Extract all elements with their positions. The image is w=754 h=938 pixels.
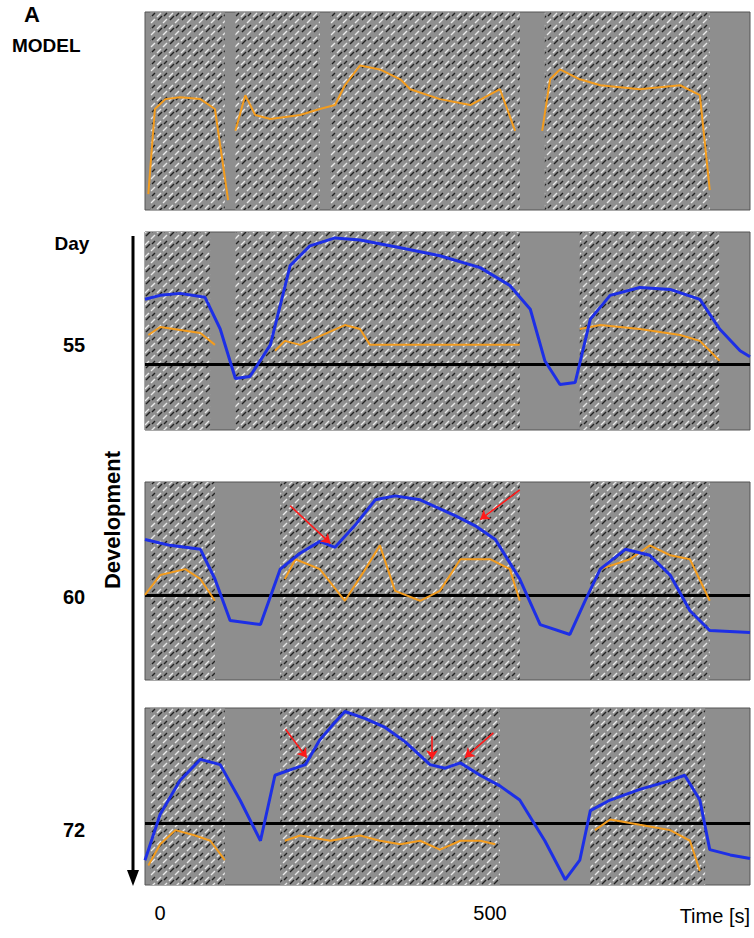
svg-text:Development: Development bbox=[100, 450, 125, 589]
svg-text:Day: Day bbox=[55, 233, 90, 254]
svg-text:72: 72 bbox=[63, 819, 85, 841]
svg-text:A: A bbox=[24, 2, 40, 27]
svg-text:0: 0 bbox=[155, 902, 166, 924]
svg-text:500: 500 bbox=[473, 902, 506, 924]
svg-text:60: 60 bbox=[63, 586, 85, 608]
svg-text:Time [s]: Time [s] bbox=[680, 905, 750, 927]
svg-text:MODEL: MODEL bbox=[12, 35, 81, 56]
svg-text:55: 55 bbox=[63, 334, 85, 356]
